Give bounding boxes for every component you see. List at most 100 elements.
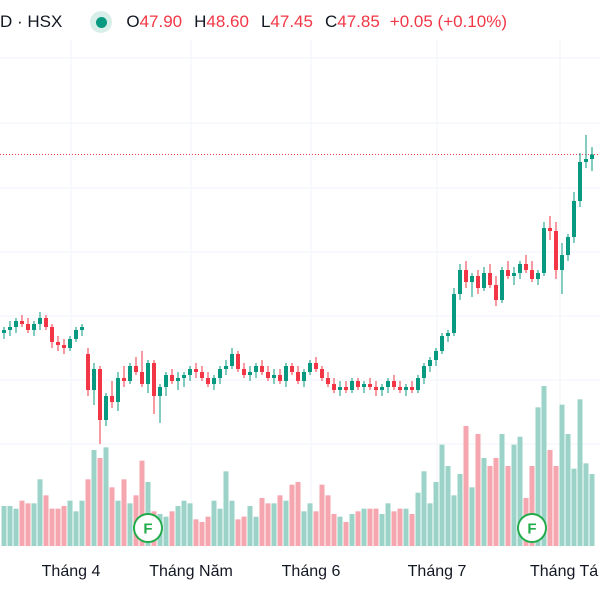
candle-body <box>464 270 468 282</box>
low-label: L <box>260 12 271 31</box>
volume-bar <box>55 508 61 546</box>
candle <box>536 270 540 285</box>
candle-body <box>140 372 144 384</box>
candle-body <box>398 387 402 390</box>
volume-bar <box>211 500 217 546</box>
volume-bar <box>397 508 403 546</box>
candle <box>356 378 360 390</box>
candle <box>332 378 336 393</box>
candle <box>194 363 198 378</box>
candle-body <box>512 273 516 276</box>
candle <box>392 375 396 390</box>
candle-body <box>242 369 246 375</box>
candle-body <box>530 270 534 279</box>
x-tick-label: Tháng Tá <box>530 563 598 580</box>
candle <box>410 381 414 393</box>
candle-body <box>368 384 372 387</box>
candle <box>146 360 150 393</box>
volume-bar <box>253 516 259 546</box>
candle <box>188 366 192 381</box>
candle <box>500 267 504 303</box>
candle <box>518 261 522 279</box>
candle-body <box>86 354 90 390</box>
volume-bar <box>43 495 49 546</box>
candle <box>254 363 258 378</box>
candle <box>218 366 222 384</box>
f-badge-icon[interactable]: F <box>133 513 163 543</box>
volume-bar <box>547 450 553 546</box>
candle <box>284 363 288 387</box>
candle-body <box>56 342 60 345</box>
candle-body <box>20 321 24 324</box>
volume-bar <box>109 487 115 546</box>
candle <box>38 312 42 330</box>
candle-body <box>326 378 330 384</box>
candle-body <box>314 363 318 369</box>
candle <box>362 381 366 393</box>
open-label: O <box>126 12 140 31</box>
candle <box>170 369 174 384</box>
volume-bar <box>457 474 463 546</box>
candle <box>398 381 402 393</box>
candle-body <box>14 321 18 327</box>
candle-body <box>578 162 582 201</box>
candle-body <box>572 201 576 237</box>
candle-body <box>176 378 180 381</box>
candle-body <box>62 345 66 348</box>
volume-bar <box>13 508 19 546</box>
volume-bar <box>337 516 343 546</box>
candle <box>86 348 90 396</box>
candle <box>368 378 372 390</box>
volume-bar <box>451 495 457 546</box>
candle-body <box>158 387 162 396</box>
candle-body <box>344 387 348 390</box>
candle <box>476 270 480 294</box>
volume-bar <box>391 511 397 546</box>
candle-body <box>206 378 210 384</box>
candle-body <box>506 270 510 276</box>
candle-body <box>254 366 258 372</box>
volume-bar <box>409 514 415 546</box>
candle-body <box>224 366 228 369</box>
volume-bar <box>139 460 145 546</box>
candle-body <box>92 369 96 390</box>
candle-body <box>188 369 192 375</box>
volume-bar <box>121 479 127 546</box>
candle <box>314 357 318 372</box>
candle <box>8 321 12 336</box>
candle-body <box>8 327 12 330</box>
low-value: 47.45 <box>270 12 313 31</box>
volume-bar <box>577 399 583 546</box>
volume-bar <box>97 458 103 546</box>
volume-bar <box>439 444 445 546</box>
volume-bar <box>229 500 235 546</box>
candle <box>386 378 390 393</box>
candle <box>68 336 72 351</box>
f-badge-icon[interactable]: F <box>517 513 547 543</box>
candle <box>584 135 588 168</box>
candle-body <box>272 375 276 378</box>
volume-bar <box>25 503 31 546</box>
volume-bar <box>181 500 187 546</box>
volume-bar <box>403 508 409 546</box>
candle <box>470 273 474 297</box>
candle <box>50 324 54 348</box>
candle-body <box>548 228 552 231</box>
candle <box>422 363 426 384</box>
candle <box>104 393 108 426</box>
candle-body <box>554 231 558 270</box>
candle <box>446 330 450 342</box>
volume-bar <box>103 447 109 546</box>
volume-bar <box>535 407 541 546</box>
green-dot-icon[interactable] <box>90 11 113 33</box>
candle <box>128 363 132 384</box>
candle-body <box>392 381 396 387</box>
volume-bar <box>313 511 319 546</box>
volume-bar <box>37 479 43 546</box>
candle-body <box>518 264 522 273</box>
candle <box>308 360 312 375</box>
candle <box>572 192 576 243</box>
candle <box>224 360 228 375</box>
volume-bar <box>49 508 55 546</box>
